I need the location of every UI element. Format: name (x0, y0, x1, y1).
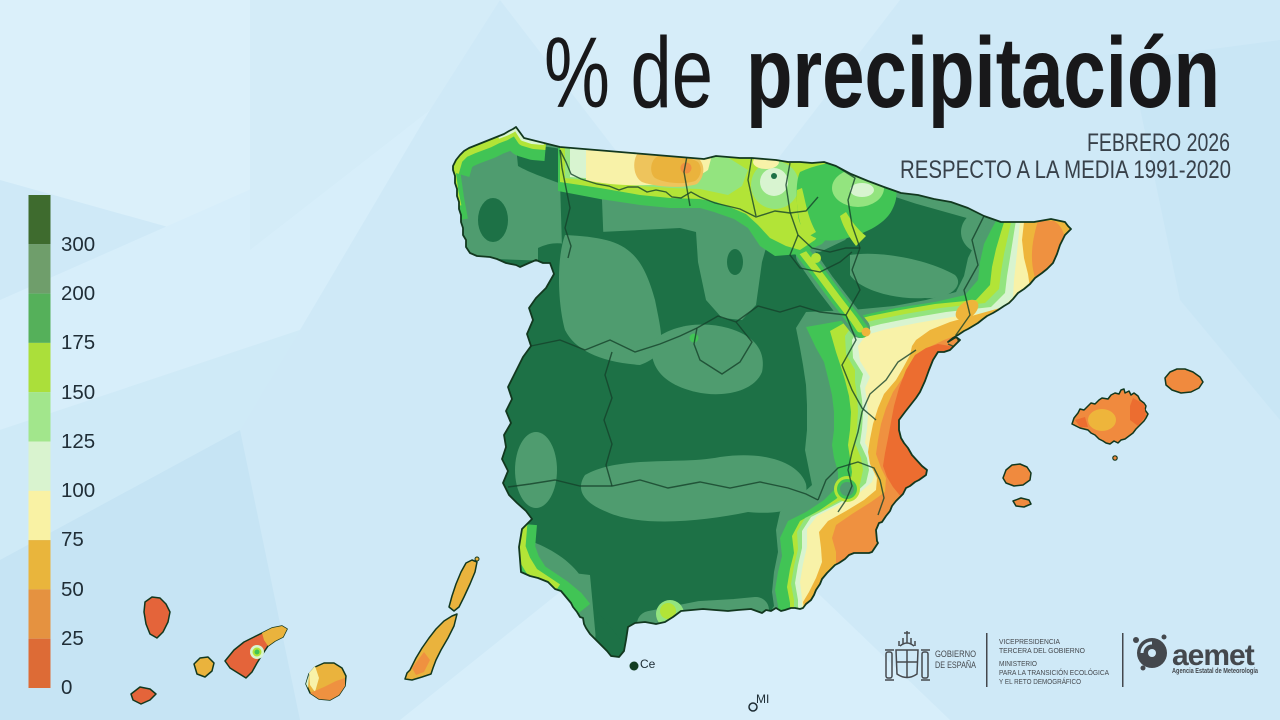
svg-text:MINISTERIO: MINISTERIO (999, 659, 1037, 668)
svg-text:MI: MI (756, 692, 769, 706)
svg-text:50: 50 (61, 578, 84, 601)
svg-text:Agencia Estatal de Meteorologí: Agencia Estatal de Meteorología (1172, 668, 1258, 675)
svg-text:VICEPRESIDENCIA: VICEPRESIDENCIA (999, 637, 1060, 646)
svg-text:DE ESPAÑA: DE ESPAÑA (935, 660, 976, 671)
svg-text:75: 75 (61, 528, 84, 551)
svg-text:precipitación: precipitación (746, 17, 1220, 129)
svg-text:300: 300 (61, 233, 95, 256)
svg-text:PARA LA TRANSICIÓN ECOLÓGICA: PARA LA TRANSICIÓN ECOLÓGICA (999, 668, 1109, 677)
svg-text:0: 0 (61, 676, 72, 699)
svg-text:TERCERA DEL GOBIERNO: TERCERA DEL GOBIERNO (999, 646, 1085, 655)
svg-text:200: 200 (61, 282, 95, 305)
svg-text:% de: % de (544, 17, 713, 129)
svg-text:100: 100 (61, 479, 95, 502)
svg-text:aemet: aemet (1172, 639, 1255, 672)
svg-text:125: 125 (61, 430, 95, 453)
svg-text:FEBRERO 2026: FEBRERO 2026 (1087, 129, 1230, 157)
svg-text:GOBIERNO: GOBIERNO (935, 649, 976, 660)
svg-text:RESPECTO A LA MEDIA 1991-2020: RESPECTO A LA MEDIA 1991-2020 (900, 156, 1231, 184)
svg-text:150: 150 (61, 381, 95, 404)
svg-text:Y EL RETO DEMOGRÁFICO: Y EL RETO DEMOGRÁFICO (999, 677, 1081, 686)
svg-text:25: 25 (61, 627, 84, 650)
svg-text:175: 175 (61, 331, 95, 354)
svg-text:Ce: Ce (640, 657, 656, 671)
